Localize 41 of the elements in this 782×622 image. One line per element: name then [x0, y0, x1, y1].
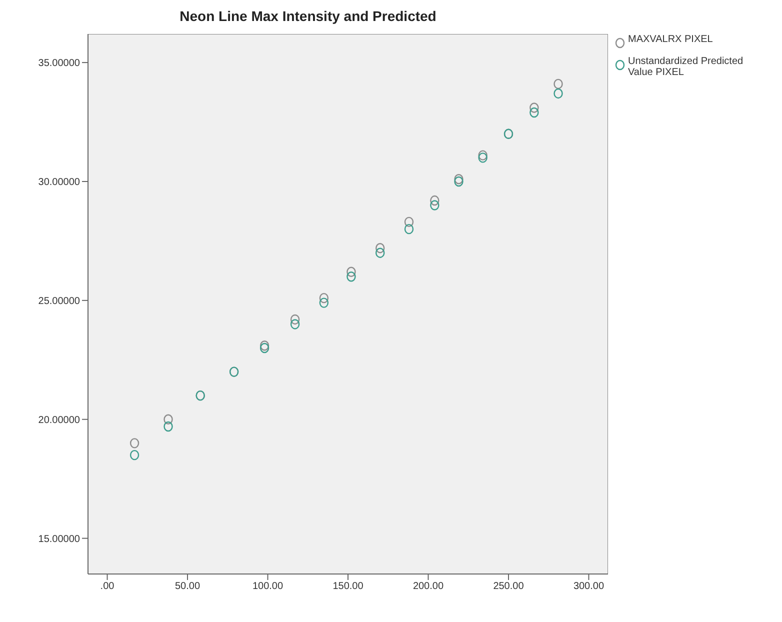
point — [346, 272, 356, 282]
point — [530, 107, 539, 118]
point — [346, 266, 356, 277]
point — [404, 216, 414, 228]
point — [530, 102, 539, 113]
point — [430, 200, 440, 210]
point — [454, 176, 464, 187]
point — [554, 88, 563, 99]
point — [260, 342, 270, 354]
point — [430, 195, 440, 206]
point — [554, 78, 563, 90]
point — [130, 438, 140, 448]
point — [260, 340, 270, 351]
x-tick-label: 200.00 — [412, 581, 444, 592]
x-tick-label: 100.00 — [252, 581, 284, 592]
point — [164, 421, 173, 432]
point — [319, 298, 329, 308]
point — [130, 450, 140, 460]
point — [376, 248, 385, 258]
y-tick-label: 35.00000 — [38, 58, 80, 70]
point — [454, 174, 464, 184]
x-tick-label: 250.00 — [493, 581, 524, 592]
point — [478, 152, 488, 163]
point — [290, 319, 300, 330]
y-tick-label: 20.00000 — [38, 414, 80, 426]
chart-title: Neon Line Max Intensity and Predicted — [178, 8, 438, 24]
point — [164, 414, 173, 424]
x-tick-label: 50.00 — [174, 581, 200, 592]
legend-label: Unstandardized Predicted Value PIXEL — [628, 56, 744, 78]
y-tick-label: 15.00000 — [38, 534, 80, 545]
point — [376, 242, 385, 254]
point — [404, 224, 414, 234]
y-tick-label: 25.00000 — [38, 296, 80, 307]
y-tick-label: 30.00000 — [38, 177, 80, 188]
point — [290, 314, 300, 325]
legend-label: MAXVALRX PIXEL — [628, 34, 713, 45]
x-tick-label: 150.00 — [332, 581, 364, 592]
x-tick-label: 300.00 — [573, 581, 604, 592]
x-tick-label: .00 — [100, 581, 115, 592]
point — [319, 292, 329, 304]
point — [478, 150, 488, 160]
